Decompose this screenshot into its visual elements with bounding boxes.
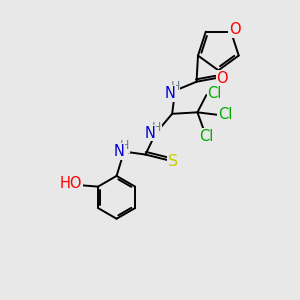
Text: H: H (170, 80, 180, 93)
Text: N: N (164, 86, 175, 101)
Text: H: H (120, 139, 129, 152)
Text: N: N (144, 126, 155, 141)
Text: S: S (168, 154, 178, 169)
Text: Cl: Cl (208, 86, 222, 101)
Text: Cl: Cl (218, 107, 232, 122)
Text: Cl: Cl (199, 129, 214, 144)
Text: H: H (152, 121, 161, 134)
Text: HO: HO (60, 176, 82, 191)
Text: O: O (229, 22, 240, 37)
Text: O: O (217, 70, 228, 86)
Text: N: N (113, 144, 124, 159)
